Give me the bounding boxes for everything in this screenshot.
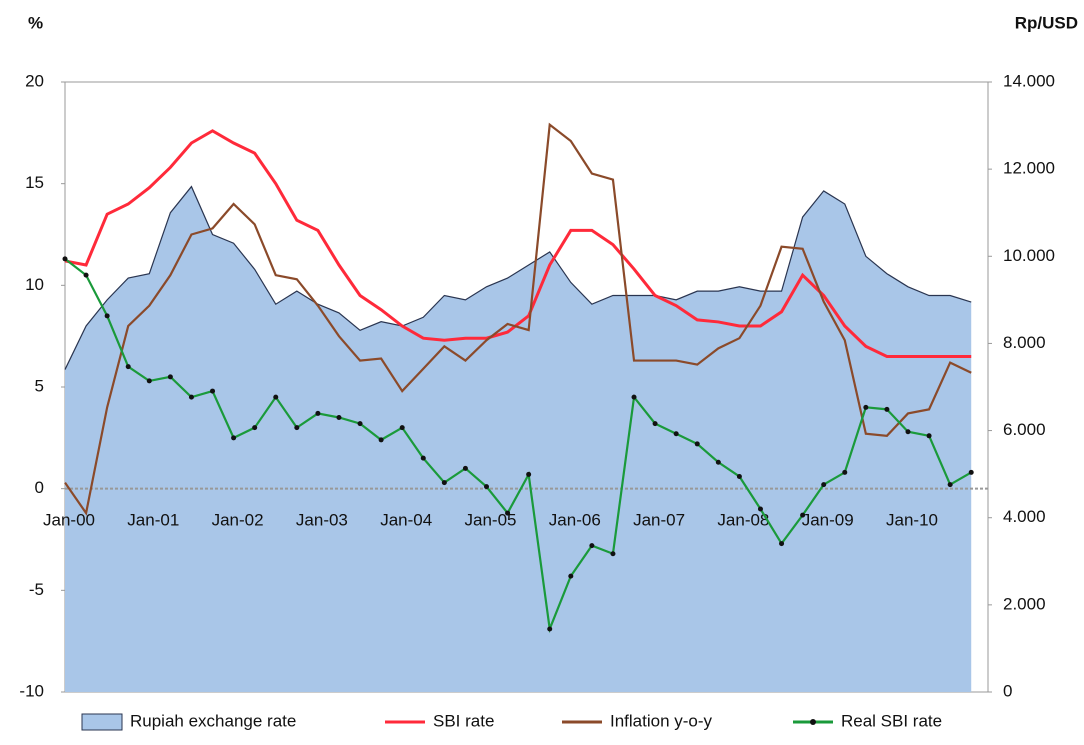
- legend-swatch: [81, 713, 123, 731]
- legend-label: Real SBI rate: [841, 711, 942, 730]
- area-outline: [64, 185, 972, 370]
- y2-tick-label: 8.000: [1003, 333, 1046, 352]
- area-fill: [65, 186, 972, 693]
- x-tick-label: Jan-06: [549, 510, 601, 529]
- y2-tick-label: 4.000: [1003, 507, 1046, 526]
- x-tick-label: Jan-03: [296, 510, 348, 529]
- y2-axis-label: Rp/USD: [1015, 13, 1078, 32]
- marker: [947, 482, 953, 488]
- marker: [62, 256, 68, 262]
- x-tick-label: Jan-02: [212, 510, 264, 529]
- marker: [273, 394, 279, 400]
- y2-tick-label: 14.000: [1003, 71, 1055, 90]
- y2-tick-label: 0: [1003, 681, 1012, 700]
- y-tick-label: 20: [25, 71, 44, 90]
- legend-label: SBI rate: [433, 711, 494, 730]
- marker: [694, 441, 700, 447]
- marker: [420, 455, 426, 461]
- y2-tick-label: 12.000: [1003, 159, 1055, 178]
- marker: [652, 421, 658, 427]
- line: [64, 258, 972, 634]
- marker: [568, 573, 574, 579]
- x-tick-label: Jan-04: [380, 510, 432, 529]
- x-tick-label: Jan-07: [633, 510, 685, 529]
- marker: [673, 431, 679, 437]
- y-tick-label: -5: [29, 580, 44, 599]
- marker: [715, 459, 721, 465]
- marker: [589, 543, 595, 549]
- x-tick-label: Jan-10: [886, 510, 938, 529]
- x-tick-label: Jan-01: [127, 510, 179, 529]
- marker: [757, 506, 763, 512]
- marker: [905, 429, 911, 435]
- y2-tick-label: 10.000: [1003, 246, 1055, 265]
- marker: [210, 388, 216, 394]
- marker: [484, 484, 489, 490]
- legend-label: Inflation y-o-y: [610, 711, 713, 730]
- y-axis-label: %: [28, 13, 43, 32]
- marker: [231, 435, 237, 441]
- y-tick-label: 0: [35, 478, 44, 497]
- legend-label: Rupiah exchange rate: [130, 711, 296, 730]
- marker: [863, 404, 869, 410]
- marker: [83, 272, 89, 278]
- marker: [462, 465, 468, 471]
- y2-tick-label: 2.000: [1003, 594, 1046, 613]
- marker: [441, 480, 447, 486]
- marker: [125, 364, 131, 370]
- marker: [104, 313, 110, 319]
- marker: [968, 469, 974, 475]
- marker: [252, 425, 258, 431]
- marker: [547, 626, 553, 632]
- marker: [631, 394, 637, 400]
- marker: [821, 482, 827, 488]
- x-tick-label: Jan-00: [43, 510, 95, 529]
- y-tick-label: 5: [35, 376, 44, 395]
- y-tick-label: 15: [25, 173, 44, 192]
- marker: [378, 437, 384, 443]
- marker: [505, 510, 511, 516]
- marker: [167, 374, 173, 380]
- marker: [800, 512, 806, 518]
- y-tick-label: -10: [19, 681, 44, 700]
- marker: [188, 394, 194, 400]
- y2-tick-label: 6.000: [1003, 420, 1046, 439]
- marker: [526, 471, 532, 477]
- x-tick-label: Jan-05: [465, 510, 517, 529]
- marker: [357, 421, 363, 427]
- x-tick-label: Jan-08: [717, 510, 769, 529]
- marker: [315, 410, 321, 416]
- x-tick-label: Jan-09: [802, 510, 854, 529]
- marker: [336, 415, 342, 420]
- marker: [610, 551, 616, 557]
- marker: [842, 469, 848, 475]
- marker: [736, 473, 742, 479]
- marker: [884, 406, 890, 412]
- marker: [294, 425, 300, 431]
- marker: [926, 433, 932, 439]
- y-tick-label: 10: [25, 275, 44, 294]
- legend-marker: [810, 719, 816, 725]
- marker: [146, 378, 152, 384]
- line: [64, 122, 972, 516]
- marker: [399, 425, 405, 431]
- marker: [779, 541, 785, 547]
